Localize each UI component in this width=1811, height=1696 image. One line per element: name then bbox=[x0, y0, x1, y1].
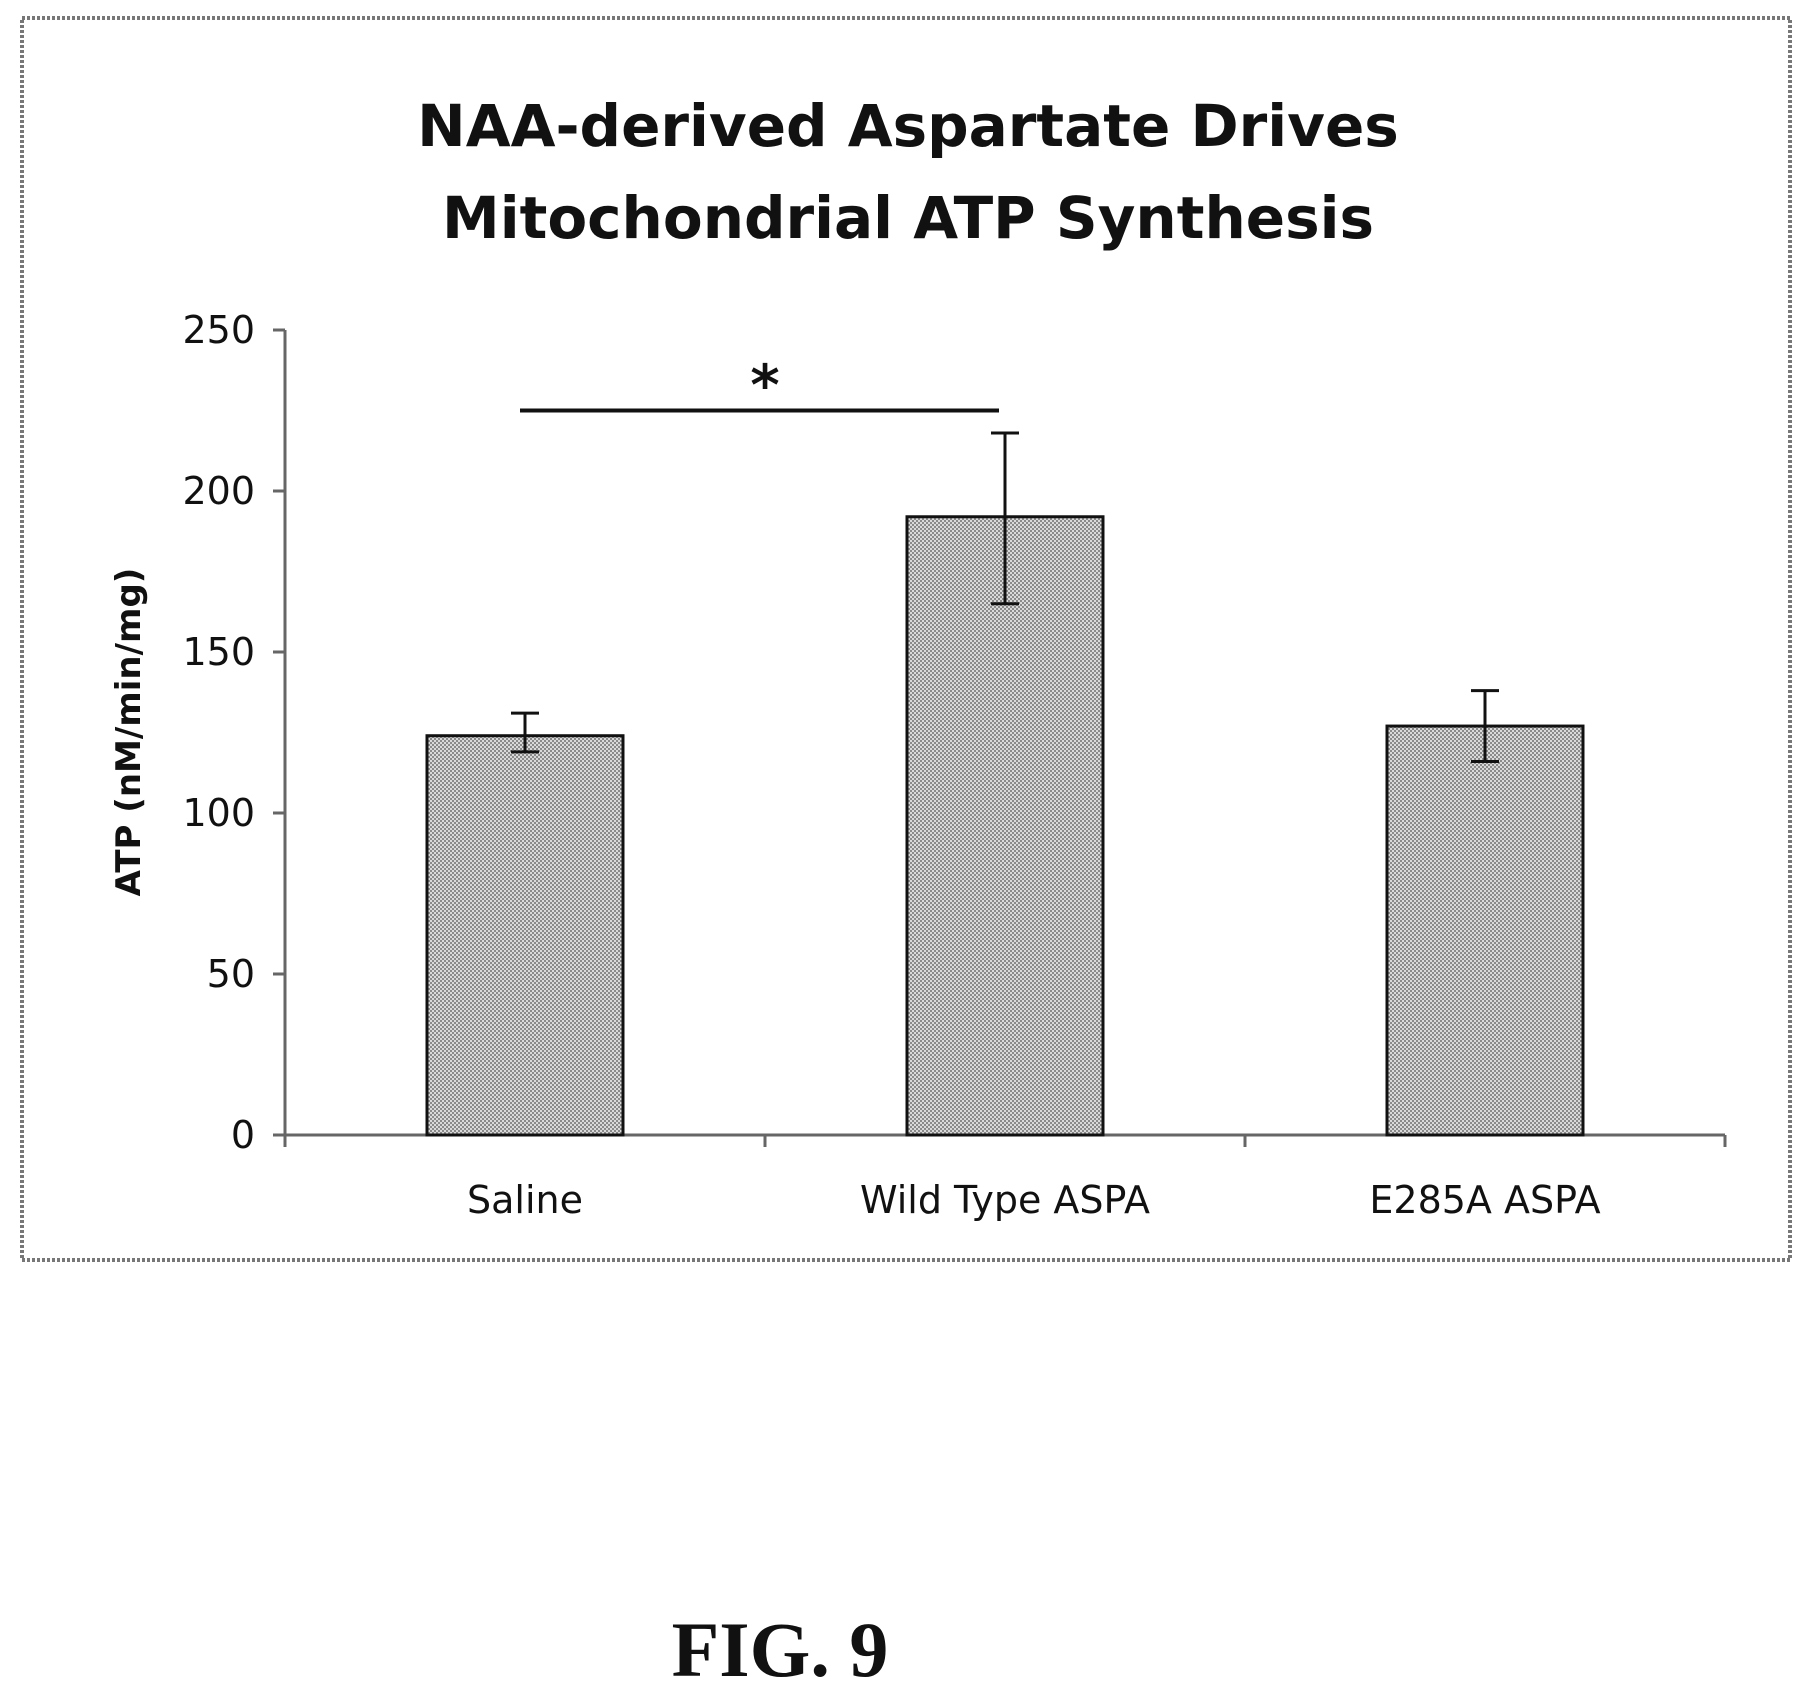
y-tick-label: 0 bbox=[231, 1113, 255, 1157]
x-category-label: E285A ASPA bbox=[1369, 1178, 1600, 1222]
chart-title-line-1: NAA-derived Aspartate Drives bbox=[417, 92, 1399, 160]
y-tick-label: 200 bbox=[182, 469, 255, 513]
error-bars bbox=[511, 431, 1499, 763]
bar bbox=[905, 515, 1105, 1137]
x-category-label: Saline bbox=[467, 1178, 583, 1222]
significance-star: * bbox=[750, 354, 779, 419]
significance-annotation: * bbox=[520, 354, 999, 419]
y-tick-label: 150 bbox=[182, 630, 255, 674]
x-category-label: Wild Type ASPA bbox=[860, 1178, 1150, 1222]
y-tick-label: 50 bbox=[207, 952, 255, 996]
bar bbox=[1385, 724, 1585, 1137]
y-tick-label: 250 bbox=[182, 308, 255, 352]
y-tick-label: 100 bbox=[182, 791, 255, 835]
bars bbox=[425, 515, 1585, 1137]
chart-title-line-2: Mitochondrial ATP Synthesis bbox=[442, 184, 1374, 252]
figure-caption: FIG. 9 bbox=[671, 1606, 889, 1693]
bar bbox=[425, 734, 625, 1137]
y-axis-label: ATP (nM/min/mg) bbox=[109, 568, 149, 897]
